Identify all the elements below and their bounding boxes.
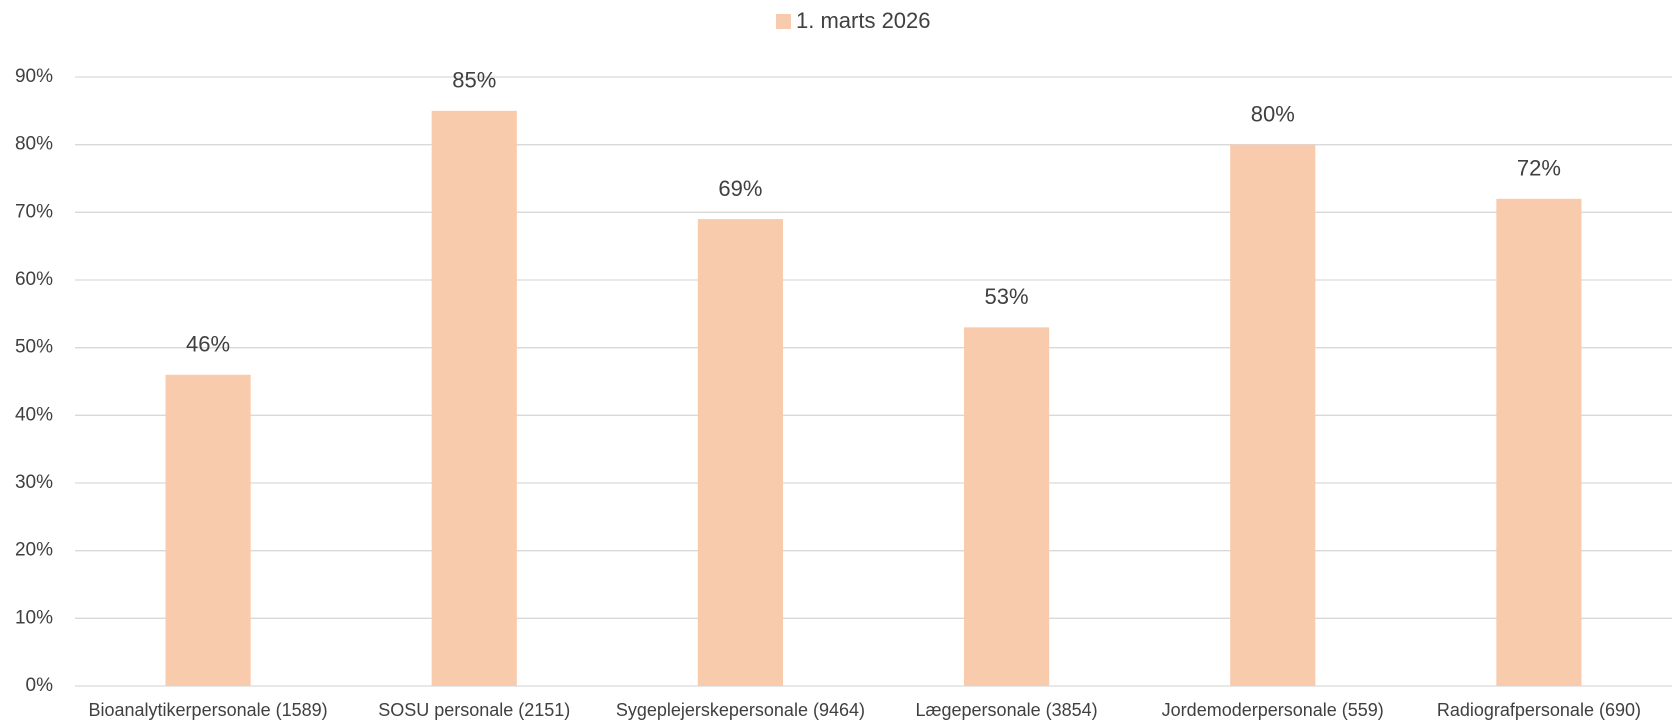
y-tick-label: 50% [15,337,53,358]
y-tick-label: 30% [15,472,53,493]
y-tick-label: 90% [15,66,53,87]
value-label: 72% [1517,156,1561,181]
bar [697,219,784,686]
value-label: 69% [718,176,762,201]
y-tick-label: 60% [15,269,53,290]
legend-swatch [776,14,791,29]
value-label: 46% [186,332,230,357]
x-tick-label: Bioanalytikerpersonale (1589) [89,700,328,720]
y-tick-label: 80% [15,134,53,155]
bar [431,110,517,687]
bar [165,374,251,686]
value-label: 53% [985,284,1029,309]
y-tick-label: 20% [15,540,53,561]
y-tick-label: 40% [15,404,53,425]
bar [963,327,1050,686]
y-tick-label: 0% [26,675,54,696]
legend-label: 1. marts 2026 [796,8,931,33]
x-tick-label: SOSU personale (2151) [378,700,570,720]
value-label: 85% [452,68,496,93]
y-tick-label: 10% [15,607,53,628]
x-tick-label: Lægepersonale (3854) [916,700,1098,720]
x-tick-label: Radiografpersonale (690) [1437,700,1641,720]
bar [1496,198,1582,687]
y-tick-label: 70% [15,201,53,222]
x-tick-label: Jordemoderpersonale (559) [1162,700,1384,720]
bar [1230,144,1316,686]
value-label: 80% [1251,101,1295,126]
x-tick-label: Sygeplejerskepersonale (9464) [616,700,865,720]
